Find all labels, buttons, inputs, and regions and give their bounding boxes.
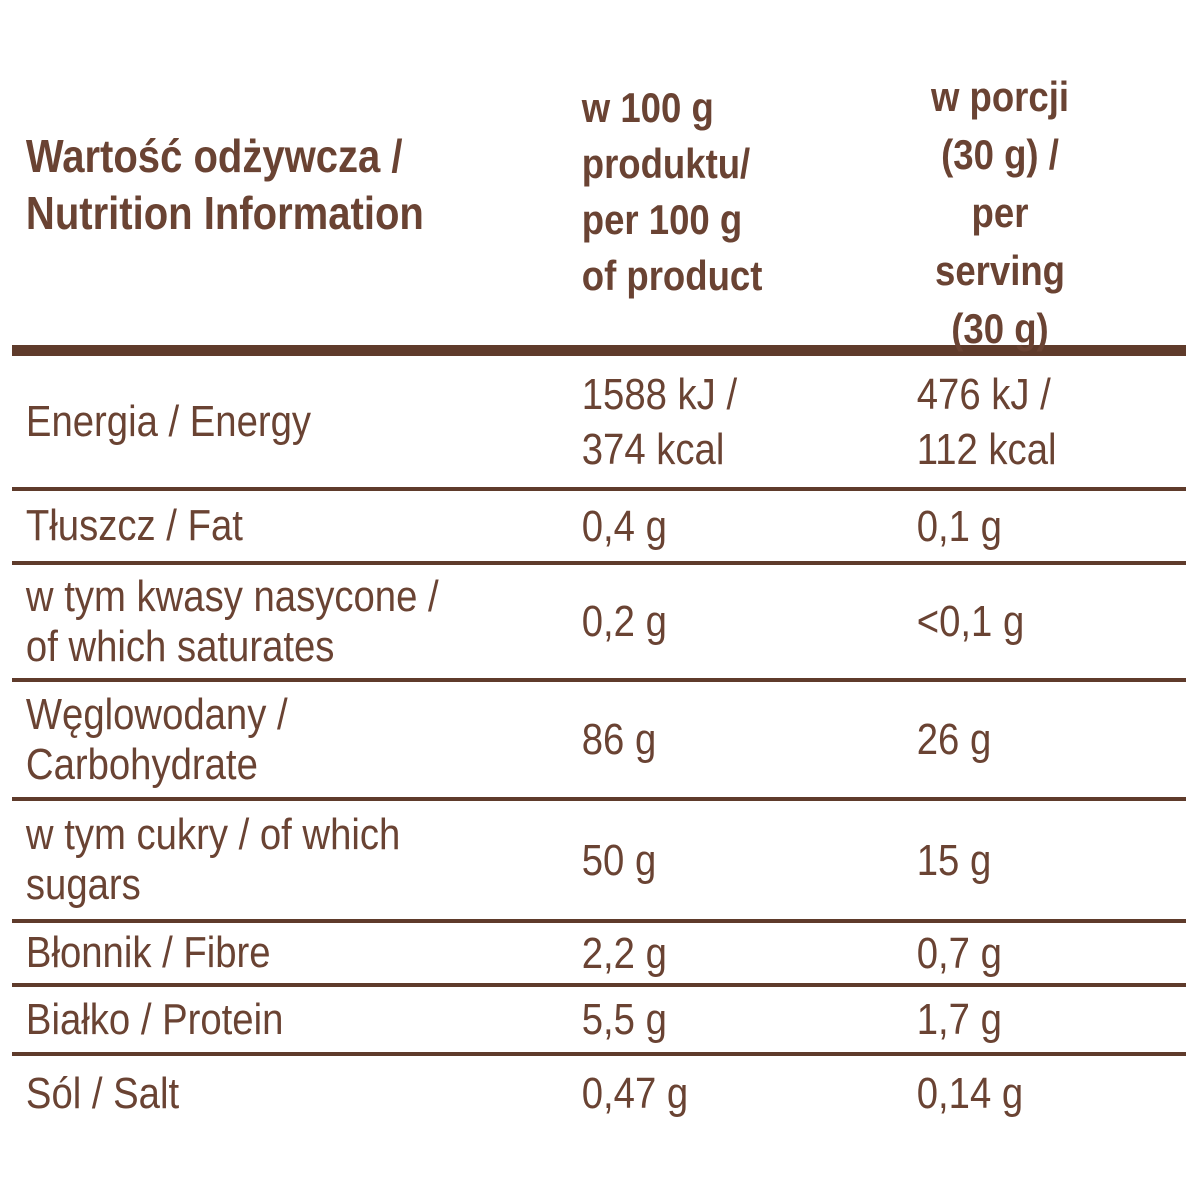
value-saturates-per-serving: <0,1 g xyxy=(916,597,1025,646)
value-energy-per-100g: 1588 kJ / 374 kcal xyxy=(581,369,738,474)
row-label-protein: Białko / Protein xyxy=(25,994,284,1044)
value-fibre-per-100g: 2,2 g xyxy=(581,928,667,978)
column-header-per-serving-wrap: w porcji (30 g) / per serving (30 g) xyxy=(895,0,1186,358)
value-carbohydrate-per-serving: 26 g xyxy=(916,715,992,764)
nutrition-table: Wartość odżywcza / Nutrition Information… xyxy=(12,0,1186,1131)
value-fibre-per-serving: 0,7 g xyxy=(916,928,1002,978)
value-salt-per-100g: 0,47 g xyxy=(581,1069,689,1118)
row-label-salt: Sól / Salt xyxy=(25,1068,180,1118)
value-saturates-per-100g: 0,2 g xyxy=(581,597,667,646)
table-row-energy: Energia / Energy 1588 kJ / 374 kcal 476 … xyxy=(12,356,1186,491)
row-label-carbohydrate: Węglowodany / Carbohydrate xyxy=(25,689,288,789)
value-energy-per-serving: 476 kJ / 112 kcal xyxy=(916,369,1057,474)
value-salt-per-serving: 0,14 g xyxy=(916,1069,1024,1118)
column-header-nutrition-information: Wartość odżywcza / Nutrition Information xyxy=(25,130,424,239)
table-header-row: Wartość odżywcza / Nutrition Information… xyxy=(12,0,1186,352)
value-sugars-per-serving: 15 g xyxy=(916,835,992,885)
row-label-saturates: w tym kwasy nasycone / of which saturate… xyxy=(25,571,439,671)
value-fat-per-serving: 0,1 g xyxy=(916,501,1002,551)
row-label-energy: Energia / Energy xyxy=(25,396,312,446)
table-row-fibre: Błonnik / Fibre 2,2 g 0,7 g xyxy=(12,923,1186,987)
table-row-carbohydrate: Węglowodany / Carbohydrate 86 g 26 g xyxy=(12,682,1186,801)
column-header-per-100g: w 100 g produktu/ per 100 g of product xyxy=(581,84,763,299)
value-fat-per-100g: 0,4 g xyxy=(581,501,667,551)
table-row-saturates: w tym kwasy nasycone / of which saturate… xyxy=(12,565,1186,682)
table-row-fat: Tłuszcz / Fat 0,4 g 0,1 g xyxy=(12,491,1186,565)
value-protein-per-serving: 1,7 g xyxy=(916,995,1002,1044)
value-carbohydrate-per-100g: 86 g xyxy=(581,715,657,764)
row-label-fat: Tłuszcz / Fat xyxy=(25,501,243,550)
row-label-sugars: w tym cukry / of which sugars xyxy=(25,810,401,909)
value-sugars-per-100g: 50 g xyxy=(581,835,657,885)
table-row-sugars: w tym cukry / of which sugars 50 g 15 g xyxy=(12,801,1186,923)
table-row-protein: Białko / Protein 5,5 g 1,7 g xyxy=(12,987,1186,1056)
row-label-fibre: Błonnik / Fibre xyxy=(25,928,271,977)
value-protein-per-100g: 5,5 g xyxy=(581,995,667,1044)
table-row-salt: Sól / Salt 0,47 g 0,14 g xyxy=(12,1056,1186,1131)
header-divider-rule xyxy=(12,345,1186,356)
column-header-per-serving: w porcji (30 g) / per serving (30 g) xyxy=(930,73,1070,352)
